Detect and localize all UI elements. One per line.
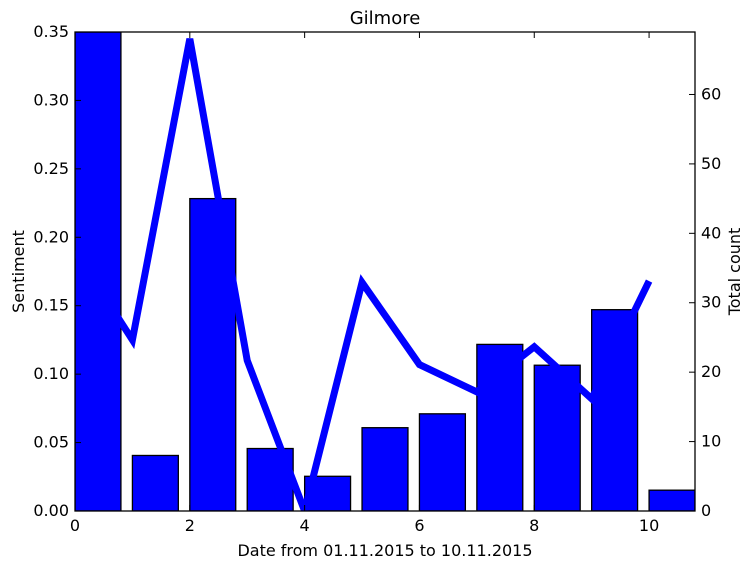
y2-tick-label: 40 (701, 223, 721, 242)
bar (418, 413, 467, 511)
y-tick-label: 0.00 (33, 501, 69, 520)
x-tick-label: 10 (639, 516, 659, 535)
plot-frame (74, 31, 696, 512)
x-tick-label: 4 (300, 516, 310, 535)
y2-axis-label: Total count (725, 228, 744, 317)
y-tick-label: 0.15 (33, 296, 69, 315)
bar (476, 343, 524, 511)
bar (131, 454, 179, 511)
sentiment-line (75, 38, 653, 511)
y2-tick-label: 10 (701, 432, 721, 451)
axis-ticks: 0 2 4 6 8 10 0.00 0.05 0.10 0.15 0.20 0.25 0.30 0.35 0… (33, 22, 721, 535)
y-tick-label: 0.20 (33, 227, 69, 246)
y2-tick-label: 50 (701, 154, 721, 173)
y2-tick-label: 60 (701, 84, 721, 103)
y-axis-label: Sentiment (9, 230, 28, 313)
bar (648, 489, 695, 511)
x-tick-label: 8 (529, 516, 539, 535)
y-tick-label: 0.10 (33, 364, 69, 383)
line-series (75, 38, 653, 511)
y-tick-label: 0.35 (33, 22, 69, 41)
x-tick-label: 6 (414, 516, 424, 535)
y2-tick-label: 20 (701, 362, 721, 381)
bar (533, 364, 581, 511)
x-axis-label: Date from 01.11.2015 to 10.11.2015 (237, 541, 532, 560)
bar (75, 32, 122, 511)
y-tick-label: 0.25 (33, 159, 69, 178)
y2-tick-label: 0 (701, 501, 711, 520)
bar (591, 309, 639, 511)
x-tick-label: 0 (70, 516, 80, 535)
x-tick-label: 2 (185, 516, 195, 535)
y2-tick-label: 30 (701, 293, 721, 312)
y-tick-label: 0.05 (33, 433, 69, 452)
chart-title: Gilmore (350, 8, 421, 29)
bar (361, 427, 409, 511)
y-tick-label: 0.30 (33, 90, 69, 109)
